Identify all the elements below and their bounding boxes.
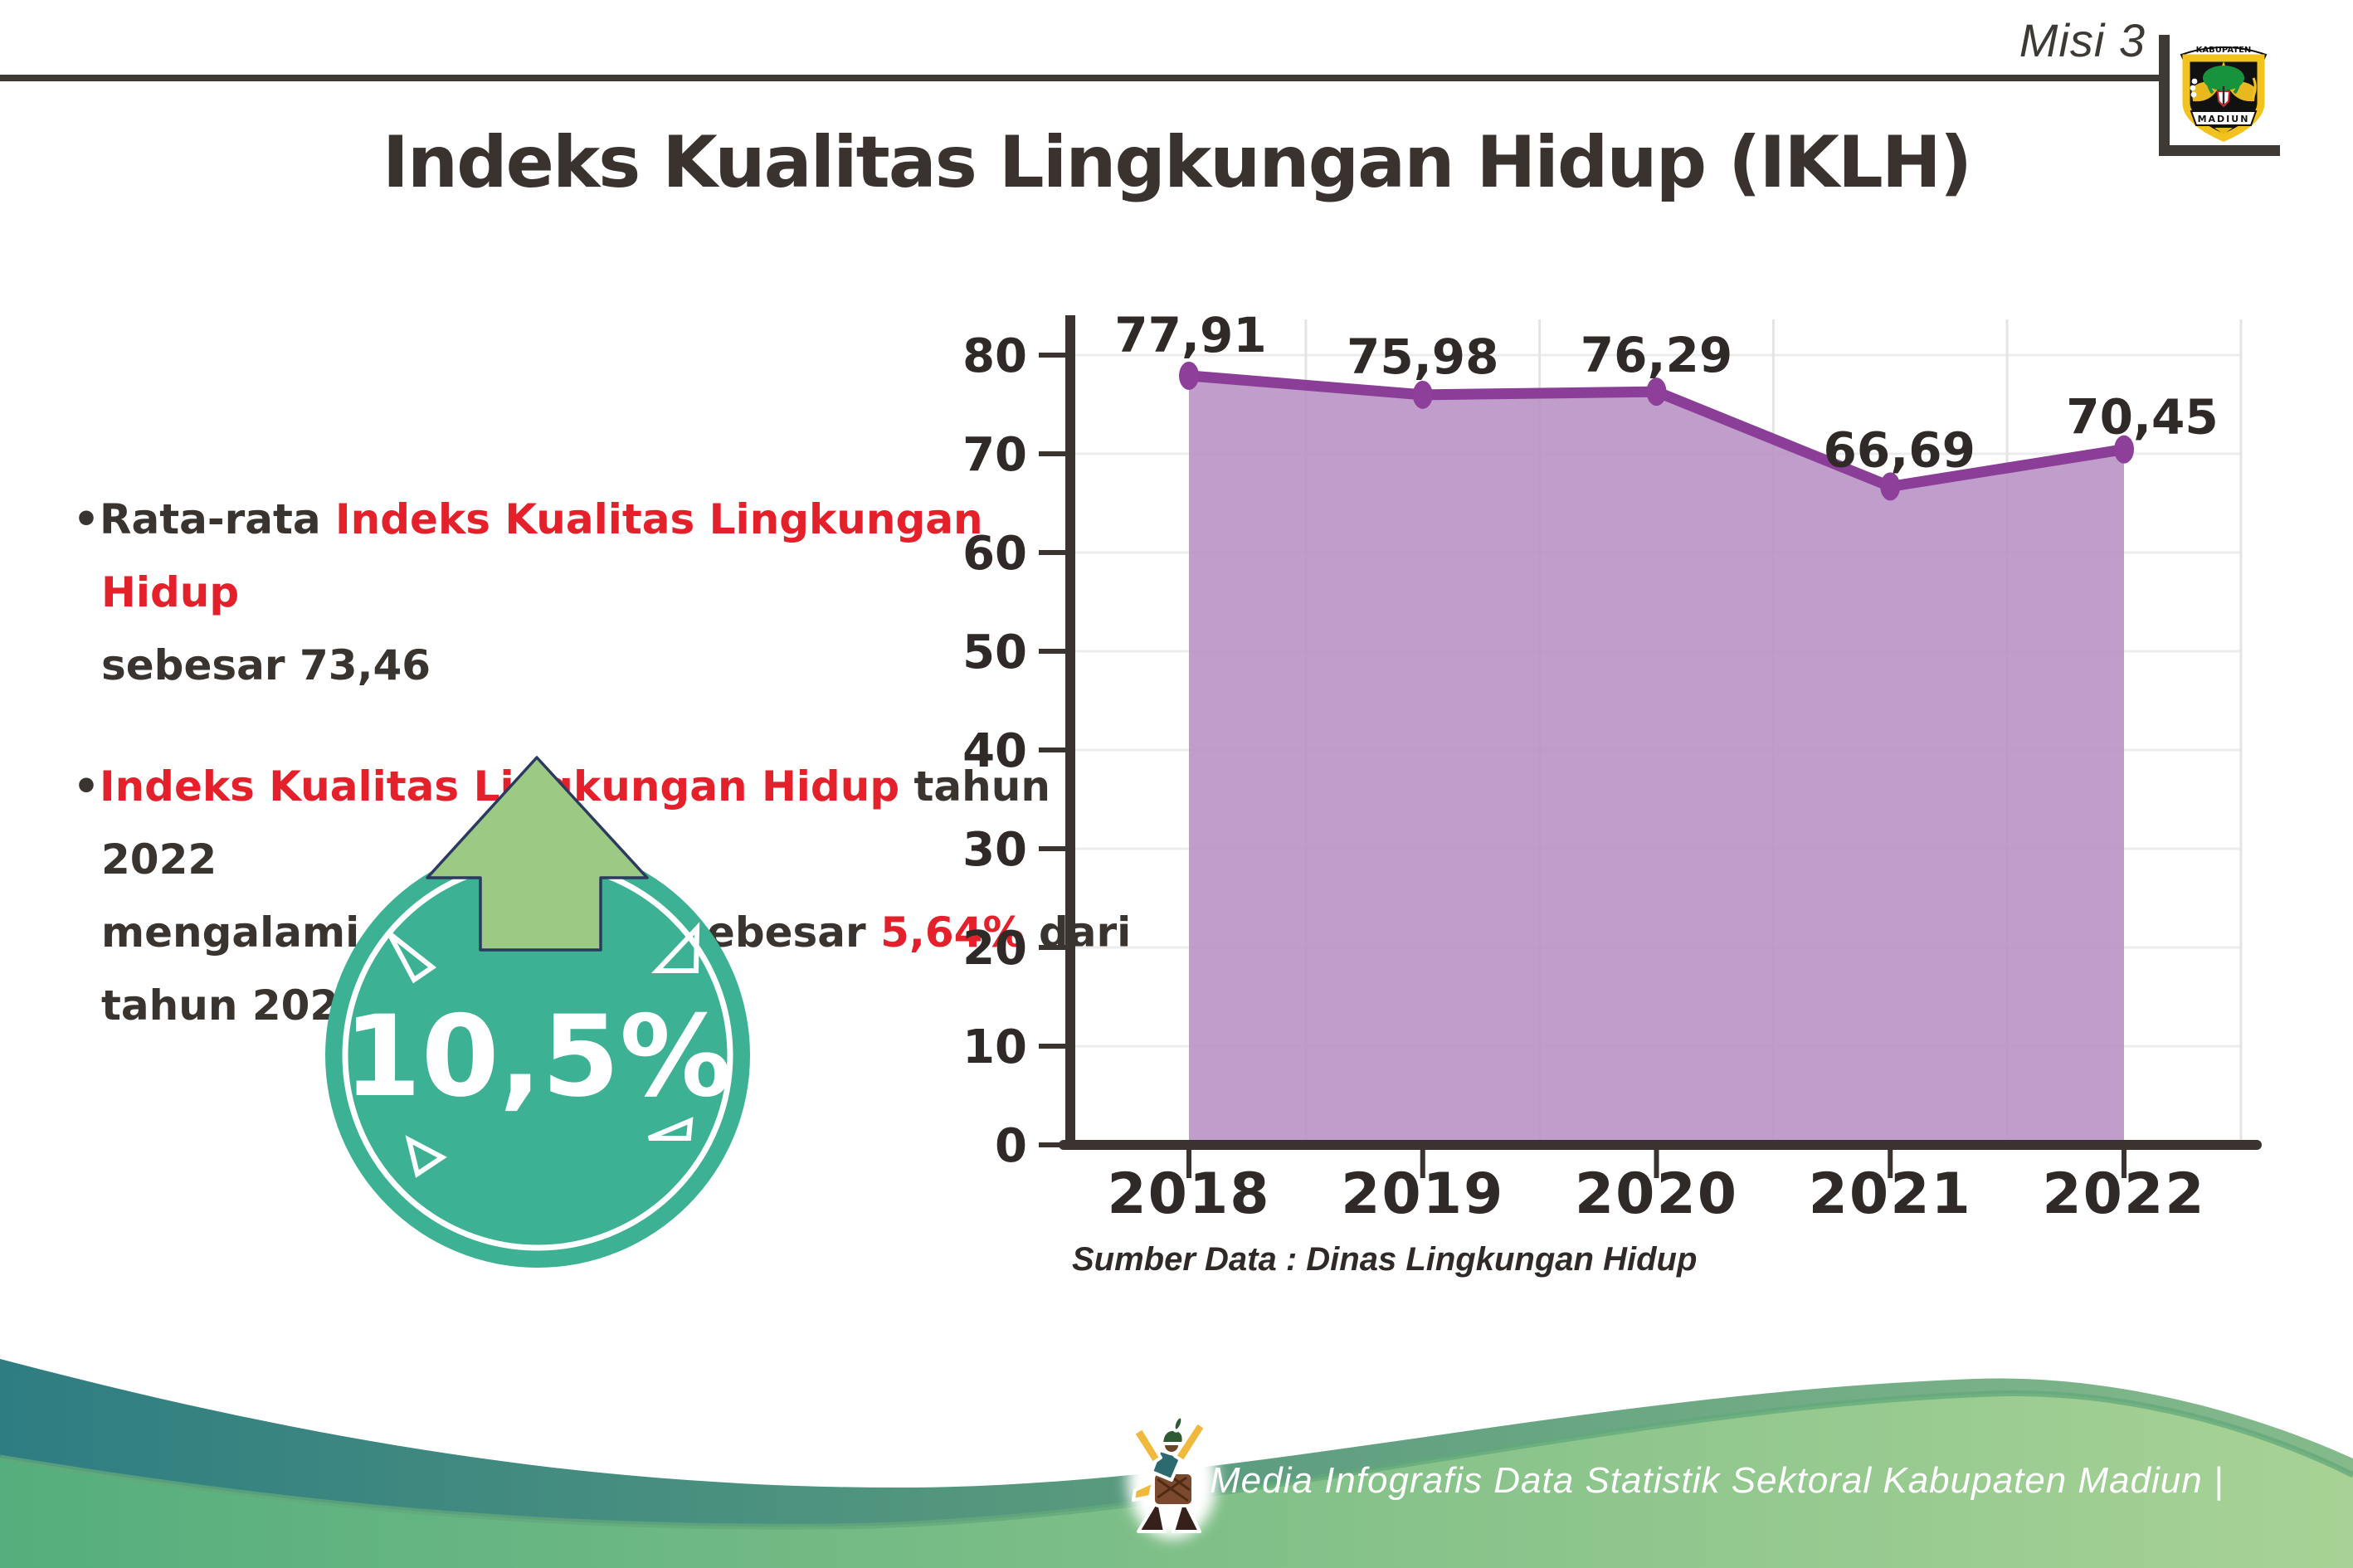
sparkle-triangle-lower-left <box>405 1135 447 1178</box>
footer-waves <box>0 1359 2353 1568</box>
logo-bottom-text: MADIUN <box>2198 114 2250 124</box>
logo-rice-icon <box>2251 77 2257 99</box>
mascot-icon <box>1128 1415 1217 1539</box>
chart-source-note: Sumber Data : Dinas Lingkungan Hidup <box>1072 1241 1698 1278</box>
data-label-2020: 76,29 <box>1581 327 1732 383</box>
iklh-area-chart: 0 10 20 30 40 50 60 70 80 2018 2019 2020 2021 2022 77,… <box>962 307 2262 1227</box>
footer-credit: Media Infografis Data Statistik Sektoral… <box>1210 1460 2224 1501</box>
body-text: sebesar 73,46 <box>101 641 431 689</box>
bullet-average-iklh: •Rata-rata Indeks Kualitas Lingkungan Hi… <box>73 483 1135 702</box>
x-tick-label-2022: 2022 <box>2042 1161 2205 1227</box>
mascot-right-arm <box>1173 1420 1207 1463</box>
mascot-left-arm <box>1132 1426 1162 1465</box>
data-label-2018: 77,91 <box>1114 307 1266 363</box>
highlight-red-text: 5,64% <box>880 908 1025 957</box>
logo-cotton-icon <box>2190 85 2196 91</box>
y-tick-label: 80 <box>962 329 1027 383</box>
footer-wave-edge <box>0 1390 2353 1530</box>
logo-corner-bracket-vertical <box>2159 35 2170 156</box>
logo-top-text: KABUPATEN <box>2196 46 2252 55</box>
logo-bottom-ribbon <box>2190 110 2258 126</box>
y-tick-label: 50 <box>962 626 1027 679</box>
body-text: mengalami <box>101 908 374 957</box>
body-text: • <box>73 762 100 811</box>
x-tick-label-2020: 2020 <box>1575 1161 1738 1227</box>
data-label-2021: 66,69 <box>1824 421 1975 478</box>
data-label-2022: 70,45 <box>2066 389 2218 446</box>
chart-marker-2019 <box>1412 380 1433 409</box>
y-tick-label: 10 <box>962 1020 1027 1074</box>
chart-marker-2021 <box>1880 472 1901 501</box>
y-tick-label: 40 <box>962 724 1027 778</box>
y-tick-label: 20 <box>962 922 1027 976</box>
highlight-red-text: Indeks Kualitas Lingkungan Hidup <box>101 495 983 616</box>
up-arrow-icon <box>426 756 649 952</box>
misi-label: Misi 3 <box>2019 14 2146 66</box>
mascot-cap <box>1160 1427 1186 1445</box>
y-tick-label: 60 <box>962 527 1027 581</box>
body-text: •Rata-rata <box>73 495 336 543</box>
x-tick-label-2018: 2018 <box>1107 1161 1270 1227</box>
logo-chevron <box>2214 128 2233 134</box>
badge-percentage: 10,5% <box>343 991 732 1122</box>
badge-circle <box>325 843 750 1268</box>
chart-marker-2020 <box>1646 377 1667 407</box>
logo-corner-bracket-horizontal <box>2159 145 2280 156</box>
chart-marker-2018 <box>1179 361 1199 390</box>
header-rule <box>0 75 2161 81</box>
logo-cotton-icon <box>2190 91 2197 98</box>
page-title: Indeks Kualitas Lingkungan Hidup (IKLH) <box>382 121 1972 204</box>
increase-badge: 10,5% <box>325 756 750 1268</box>
chart-marker-2022 <box>2114 435 2134 464</box>
sparkle-triangle-upper-left <box>387 931 437 984</box>
kabupaten-madiun-logo: KABUPATEN MADIUN <box>2180 46 2268 142</box>
sparkle-triangle-upper-right <box>651 922 700 973</box>
body-text: tahun 2021 <box>101 981 368 1030</box>
x-tick-label-2021: 2021 <box>1809 1161 1972 1227</box>
mascot-cap-leaf <box>1172 1415 1185 1433</box>
mascot-right-leg <box>1172 1497 1201 1533</box>
sparkle-triangle-lower-right <box>647 1117 694 1141</box>
logo-cotton-icon <box>2191 78 2198 85</box>
body-text: tahun 2022 <box>101 762 1050 884</box>
logo-tree-canopy <box>2203 66 2244 90</box>
chart-area <box>1189 375 2124 1146</box>
x-tick-label-2019: 2019 <box>1341 1161 1504 1227</box>
y-tick-label: 70 <box>962 428 1027 482</box>
y-tick-label: 0 <box>995 1119 1027 1173</box>
mascot-scarf <box>1132 1480 1155 1502</box>
y-tick-label: 30 <box>962 823 1027 877</box>
data-label-2019: 75,98 <box>1347 329 1498 385</box>
